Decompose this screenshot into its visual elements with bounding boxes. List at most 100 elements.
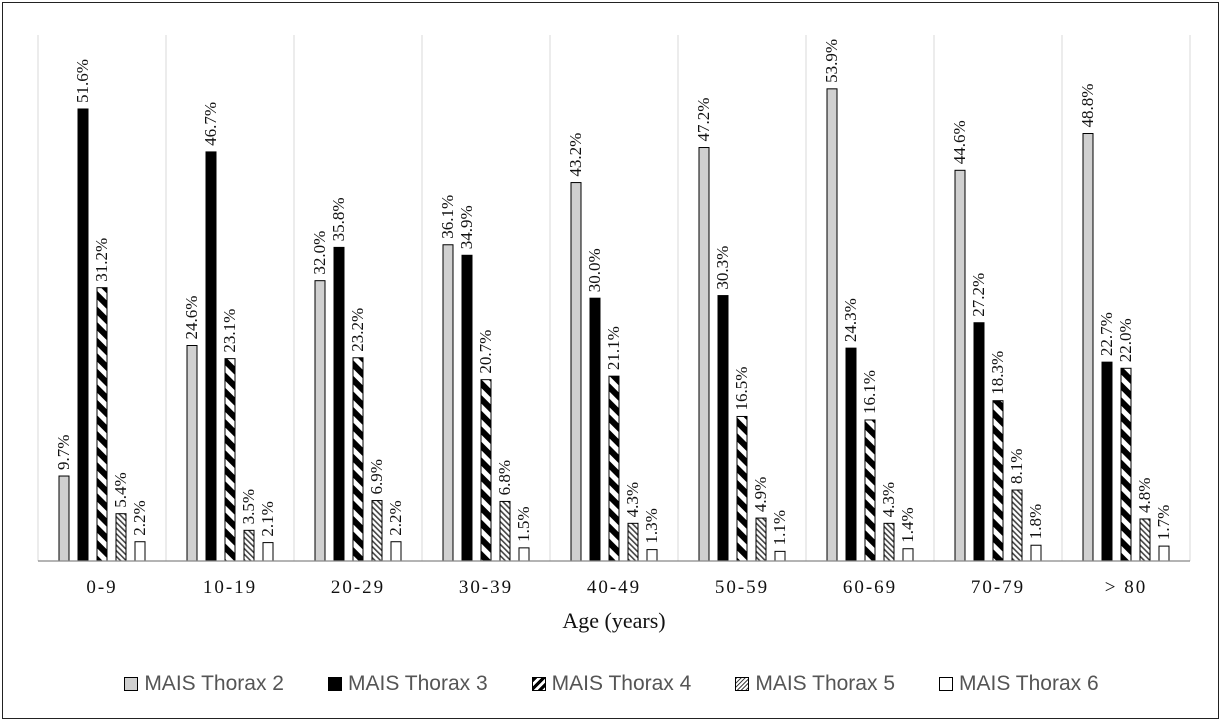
legend-swatch (735, 677, 750, 691)
bar-mais-thorax-4-80 (1120, 367, 1132, 562)
data-label: 24.6% (182, 296, 201, 340)
data-label: 35.8% (329, 197, 348, 241)
bar-mais-thorax-4-10-19 (224, 358, 236, 562)
data-label: 1.3% (642, 508, 661, 543)
legend-item-mais-thorax-3: MAIS Thorax 3 (327, 672, 488, 696)
bar-mais-thorax-3-60-69 (845, 347, 857, 562)
data-label: 34.9% (457, 205, 476, 249)
bar-mais-thorax-4-20-29 (352, 357, 364, 562)
data-label: 23.2% (348, 308, 367, 352)
data-label: 1.8% (1026, 504, 1045, 539)
bar-mais-thorax-2-40-49 (570, 182, 582, 562)
x-tick-label: 0-9 (86, 577, 117, 598)
legend: MAIS Thorax 2 MAIS Thorax 3 MAIS Thorax 4 M… (0, 672, 1223, 696)
data-label: 8.1% (1007, 449, 1026, 484)
bar-mais-thorax-5-30-39 (499, 500, 511, 562)
data-label: 1.4% (898, 507, 917, 542)
bar-mais-thorax-4-50-59 (736, 415, 748, 562)
bar-mais-thorax-4-0-9 (96, 287, 108, 562)
bar-mais-thorax-6-30-39 (518, 547, 530, 562)
data-label: 30.3% (713, 246, 732, 290)
x-tick-label: 60-69 (843, 577, 897, 598)
bar-mais-thorax-6-40-49 (646, 549, 658, 562)
bar-mais-thorax-5-40-49 (627, 522, 639, 562)
bar-mais-thorax-5-10-19 (243, 529, 255, 562)
bar-mais-thorax-6-80 (1158, 545, 1170, 562)
bar-mais-thorax-2-70-79 (954, 169, 966, 562)
x-axis-title: Age (years) (562, 608, 665, 633)
data-label: 2.2% (386, 500, 405, 535)
bar-mais-thorax-2-0-9 (58, 475, 70, 562)
data-label: 3.5% (239, 489, 258, 524)
bar-mais-thorax-3-0-9 (77, 108, 89, 562)
bar-mais-thorax-3-40-49 (589, 297, 601, 562)
data-label: 23.1% (220, 309, 239, 353)
bar-mais-thorax-3-80 (1101, 361, 1113, 562)
bar-mais-thorax-5-50-59 (755, 517, 767, 562)
bar-mais-thorax-4-70-79 (992, 400, 1004, 562)
data-label: 22.0% (1116, 318, 1135, 362)
x-tick-label: 50-59 (715, 577, 769, 598)
data-label: 44.6% (950, 120, 969, 164)
data-label: 9.7% (54, 435, 73, 470)
data-label: 47.2% (694, 98, 713, 142)
bar-mais-thorax-2-10-19 (186, 345, 198, 562)
legend-label: MAIS Thorax 2 (144, 672, 284, 695)
bar-mais-thorax-2-60-69 (826, 88, 838, 562)
data-label: 2.1% (258, 501, 277, 536)
bar-mais-thorax-3-30-39 (461, 254, 473, 562)
data-label: 2.2% (130, 500, 149, 535)
bar-mais-thorax-4-60-69 (864, 419, 876, 562)
data-label: 6.9% (367, 459, 386, 494)
bar-mais-thorax-3-50-59 (717, 295, 729, 562)
bar-mais-thorax-6-0-9 (134, 541, 146, 562)
legend-item-mais-thorax-6: MAIS Thorax 6 (939, 672, 1099, 696)
data-label: 4.9% (751, 477, 770, 512)
data-label: 32.0% (310, 231, 329, 275)
data-label: 48.8% (1078, 84, 1097, 128)
bar-mais-thorax-5-0-9 (115, 513, 127, 562)
data-label: 1.7% (1154, 505, 1173, 540)
legend-label: MAIS Thorax 3 (347, 672, 488, 695)
data-label: 4.8% (1135, 478, 1154, 513)
bar-mais-thorax-6-50-59 (774, 550, 786, 562)
data-label: 24.3% (841, 298, 860, 342)
x-tick-label: 30-39 (459, 577, 513, 598)
data-label: 4.3% (623, 482, 642, 517)
data-label: 1.5% (514, 506, 533, 541)
data-label: 16.1% (860, 370, 879, 414)
bar-mais-thorax-4-30-39 (480, 379, 492, 562)
legend-swatch (939, 677, 953, 691)
legend-label: MAIS Thorax 5 (755, 672, 895, 695)
bar-mais-thorax-3-10-19 (205, 151, 217, 562)
x-tick-label: 70-79 (971, 577, 1025, 598)
bar-mais-thorax-3-70-79 (973, 322, 985, 562)
bar-mais-thorax-5-20-29 (371, 500, 383, 562)
data-label: 46.7% (201, 102, 220, 146)
bar-mais-thorax-6-10-19 (262, 542, 274, 562)
legend-item-mais-thorax-5: MAIS Thorax 5 (735, 672, 895, 696)
bar-mais-thorax-5-70-79 (1011, 489, 1023, 562)
bar-mais-thorax-6-20-29 (390, 541, 402, 562)
group-separators (37, 35, 1191, 561)
data-label: 22.7% (1097, 312, 1116, 356)
bar-chart: 9.7% 24.6% 32.0% 36.1% 43.2% 47.2% 53.9% 44.6% 4… (37, 35, 1191, 633)
bar-mais-thorax-2-50-59 (698, 147, 710, 562)
data-label: 27.2% (969, 273, 988, 317)
bar-mais-thorax-3-20-29 (333, 246, 345, 562)
data-label: 36.1% (438, 195, 457, 239)
x-tick-labels: 0-9 10-19 20-29 30-39 40-49 50-59 60-69 70-79 > … (86, 577, 1145, 598)
bar-mais-thorax-2-30-39 (442, 244, 454, 562)
data-label: 16.5% (732, 367, 751, 411)
bar-mais-thorax-4-40-49 (608, 375, 620, 562)
data-label: 53.9% (822, 39, 841, 83)
legend-label: MAIS Thorax 6 (959, 672, 1099, 695)
data-label: 31.2% (92, 238, 111, 282)
bar-mais-thorax-2-20-29 (314, 280, 326, 562)
bar-mais-thorax-5-60-69 (883, 522, 895, 562)
bar-mais-thorax-5-80 (1139, 518, 1151, 562)
legend-item-mais-thorax-2: MAIS Thorax 2 (124, 672, 284, 696)
data-labels-layer: 9.7% 24.6% 32.0% 36.1% 43.2% 47.2% 53.9% 44.6% 4… (54, 39, 1173, 545)
data-label: 18.3% (988, 351, 1007, 395)
x-tick-label: 10-19 (203, 577, 257, 598)
